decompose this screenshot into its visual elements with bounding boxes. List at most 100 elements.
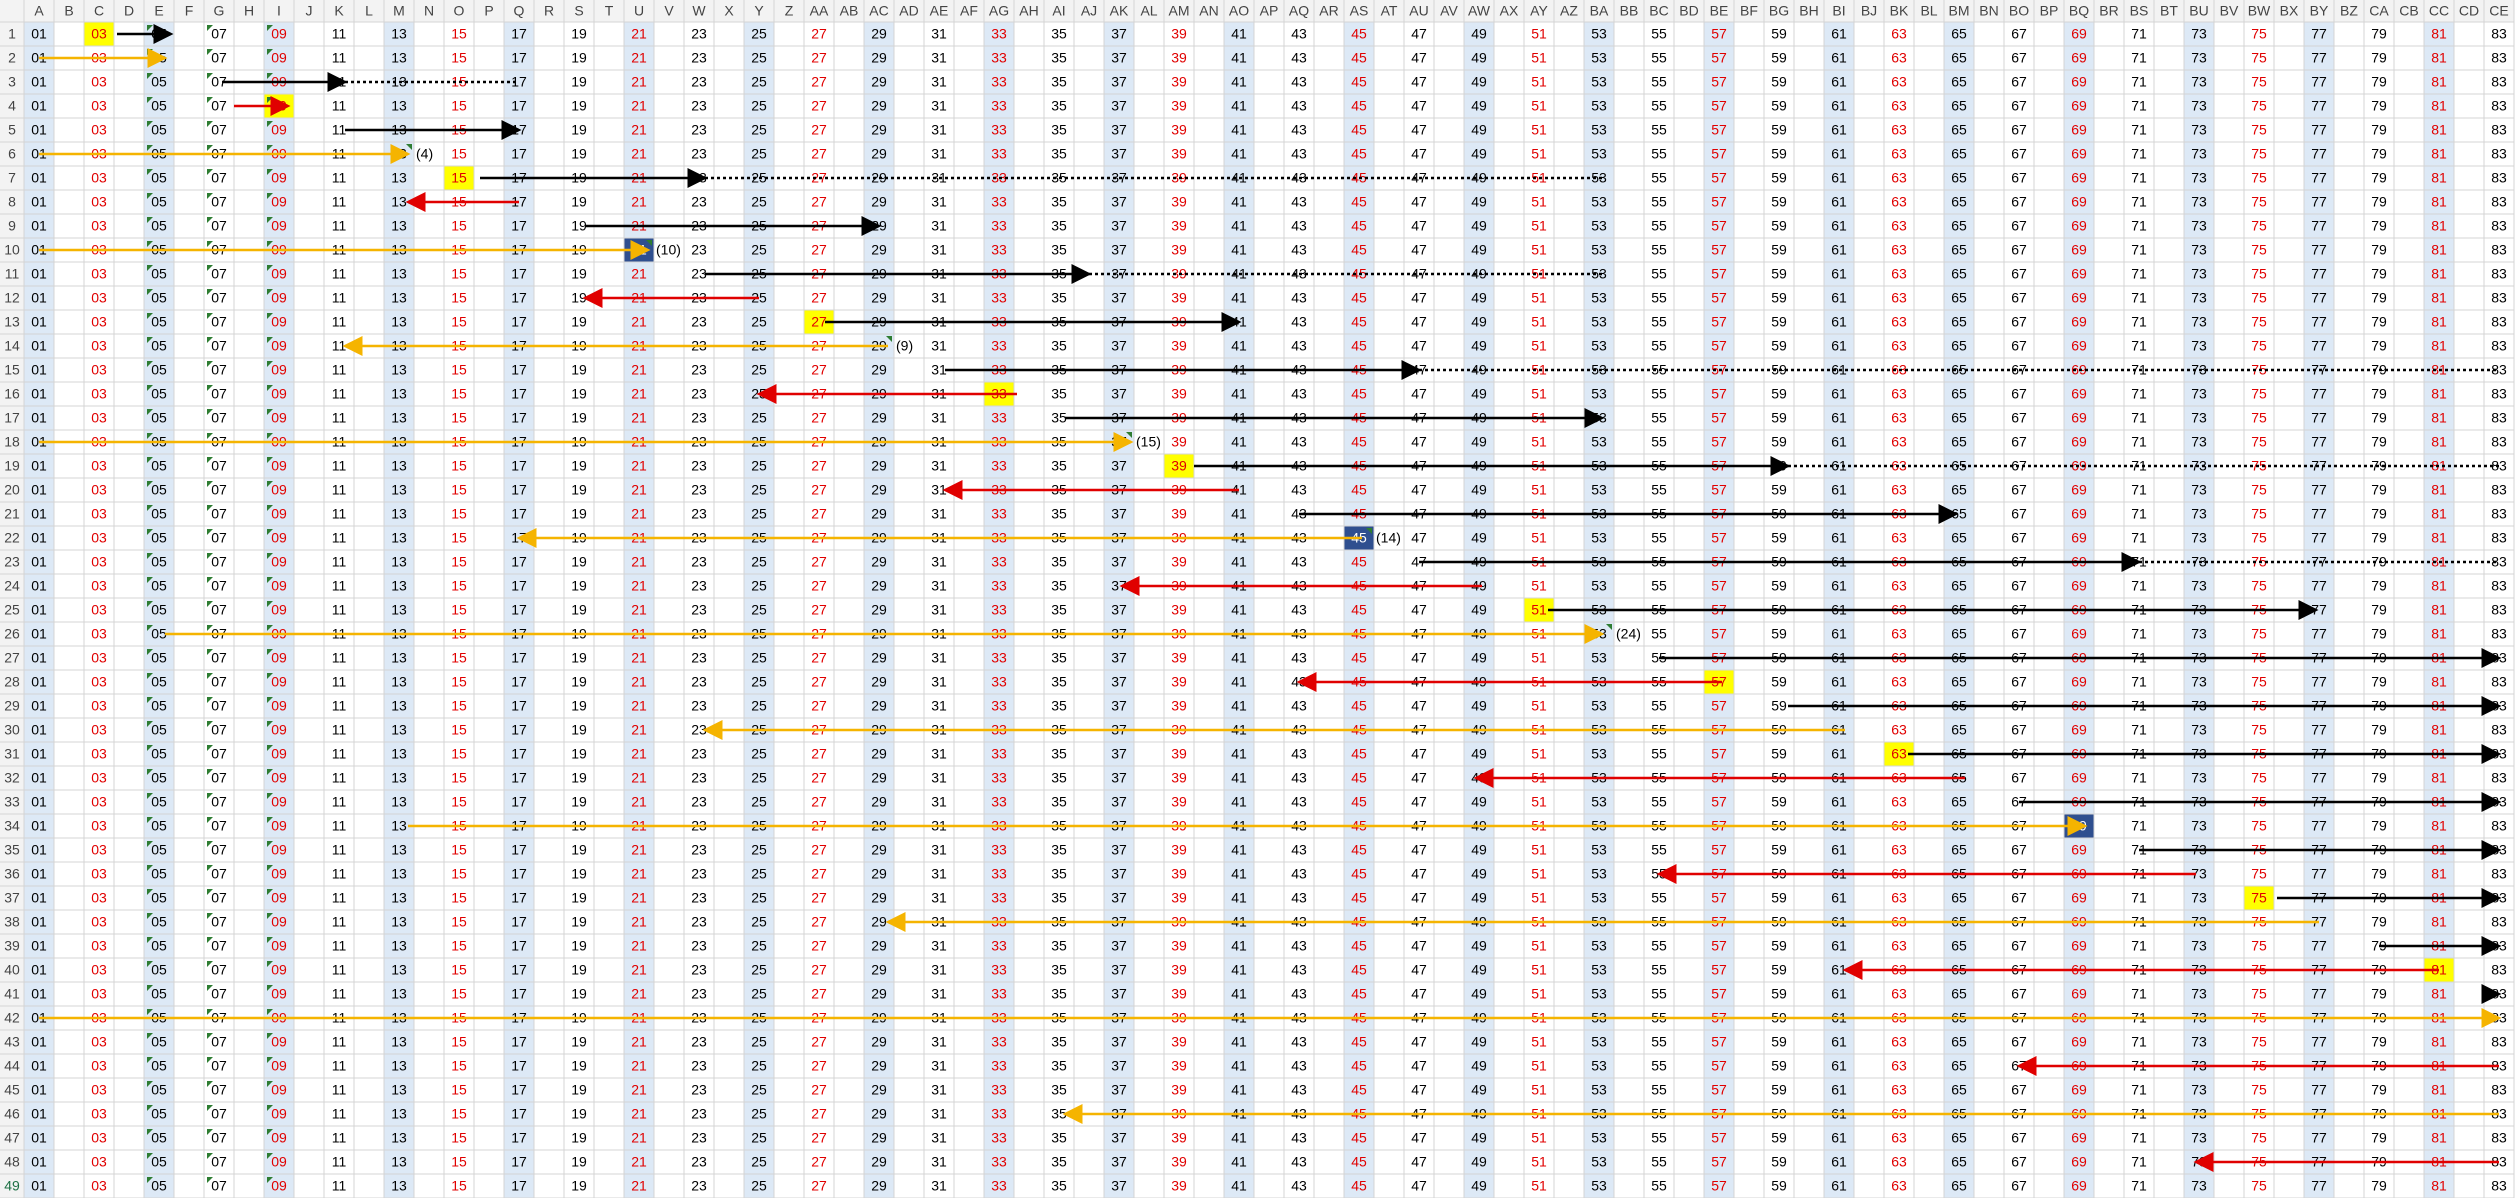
cell-value: 03 xyxy=(91,1178,107,1194)
cell-value: 09 xyxy=(271,410,287,426)
comment-marker xyxy=(207,673,213,679)
cell-value: 81 xyxy=(2431,170,2447,186)
cell-value: 17 xyxy=(511,890,527,906)
cell-value: 63 xyxy=(1891,314,1907,330)
comment-marker xyxy=(207,1105,213,1111)
cell-value: 45 xyxy=(1351,1082,1367,1098)
cell-value: 17 xyxy=(511,698,527,714)
cell-value: 77 xyxy=(2311,266,2327,282)
cell-value: 25 xyxy=(751,746,767,762)
cell-value: 83 xyxy=(2491,458,2507,474)
cell-value: 37 xyxy=(1111,1130,1127,1146)
cell-value: 11 xyxy=(332,410,347,426)
cell-value: 15 xyxy=(451,1154,467,1170)
cell-value: 15 xyxy=(451,938,467,954)
column-header: BP xyxy=(2040,3,2059,19)
cell-value: 39 xyxy=(1171,770,1187,786)
cell-value: 23 xyxy=(691,914,707,930)
comment-marker xyxy=(207,1153,213,1159)
cell-value: 09 xyxy=(271,674,287,690)
cell-value: 03 xyxy=(91,770,107,786)
row-header: 2 xyxy=(8,50,16,66)
cell-value: 75 xyxy=(2251,266,2267,282)
cell-value: 47 xyxy=(1411,314,1427,330)
column-header: BC xyxy=(1649,3,1668,19)
cell-value: 55 xyxy=(1651,242,1667,258)
cell-value: 07 xyxy=(211,722,227,738)
cell-value: 25 xyxy=(751,122,767,138)
cell-value: 33 xyxy=(991,986,1007,1002)
cell-value: 21 xyxy=(631,770,647,786)
cell-value: 59 xyxy=(1771,26,1787,42)
cell-value: 61 xyxy=(1831,962,1847,978)
cell-value: 31 xyxy=(931,1034,947,1050)
cell-value: 69 xyxy=(2071,674,2087,690)
comment-marker xyxy=(267,745,273,751)
cell-value: 81 xyxy=(2431,194,2447,210)
cell-value: 03 xyxy=(91,890,107,906)
cell-value: 65 xyxy=(1951,218,1967,234)
cell-value: 75 xyxy=(2251,218,2267,234)
cell-value: 65 xyxy=(1951,170,1967,186)
cell-value: 57 xyxy=(1711,50,1727,66)
column-header: BM xyxy=(1949,3,1970,19)
cell-value: 21 xyxy=(631,386,647,402)
cell-value: 77 xyxy=(2311,482,2327,498)
cell-value: 67 xyxy=(2011,74,2027,90)
cell-value: 41 xyxy=(1231,74,1247,90)
cell-value: 37 xyxy=(1111,746,1127,762)
cell-value: 83 xyxy=(2491,722,2507,738)
cell-value: 11 xyxy=(332,914,347,930)
cell-value: 45 xyxy=(1351,1154,1367,1170)
cell-value: 77 xyxy=(2311,98,2327,114)
cell-value: 31 xyxy=(931,290,947,306)
cell-value: 13 xyxy=(391,458,407,474)
cell-value: 69 xyxy=(2071,218,2087,234)
cell-note: (15) xyxy=(1136,434,1161,450)
column-header: K xyxy=(334,3,344,19)
cell-note: (4) xyxy=(416,146,433,162)
cell-value: 57 xyxy=(1711,1154,1727,1170)
cell-value: 05 xyxy=(151,938,167,954)
cell-value: 01 xyxy=(31,890,47,906)
cell-value: 19 xyxy=(571,986,587,1002)
cell-value: 47 xyxy=(1411,1082,1427,1098)
cell-value: 69 xyxy=(2071,890,2087,906)
cell-value: 33 xyxy=(991,506,1007,522)
cell-value: 53 xyxy=(1591,98,1607,114)
cell-value: 71 xyxy=(2131,506,2147,522)
comment-marker xyxy=(207,409,213,415)
cell-value: 31 xyxy=(931,1178,947,1194)
comment-marker xyxy=(267,649,273,655)
cell-value: 61 xyxy=(1831,842,1847,858)
cell-value: 15 xyxy=(451,602,467,618)
cell-value: 49 xyxy=(1471,866,1487,882)
cell-value: 47 xyxy=(1411,242,1427,258)
cell-value: 73 xyxy=(2191,386,2207,402)
cell-value: 03 xyxy=(91,74,107,90)
cell-value: 33 xyxy=(991,50,1007,66)
cell-value: 57 xyxy=(1711,482,1727,498)
cell-value: 17 xyxy=(511,1106,527,1122)
cell-value: 21 xyxy=(631,914,647,930)
cell-value: 47 xyxy=(1411,26,1427,42)
cell-value: 09 xyxy=(271,770,287,786)
cell-value: 19 xyxy=(571,194,587,210)
cell-value: 15 xyxy=(451,794,467,810)
cell-value: 83 xyxy=(2491,194,2507,210)
cell-value: 51 xyxy=(1531,1154,1547,1170)
cell-value: 33 xyxy=(991,746,1007,762)
cell-value: 59 xyxy=(1771,410,1787,426)
comment-marker xyxy=(147,649,153,655)
cell-value: 27 xyxy=(811,122,827,138)
column-header: AX xyxy=(1500,3,1519,19)
cell-value: 41 xyxy=(1231,434,1247,450)
cell-value: 67 xyxy=(2011,458,2027,474)
cell-value: 81 xyxy=(2431,290,2447,306)
cell-value: 01 xyxy=(31,194,47,210)
cell-value: 17 xyxy=(511,314,527,330)
cell-value: 43 xyxy=(1291,770,1307,786)
cell-value: 67 xyxy=(2011,434,2027,450)
cell-value: 13 xyxy=(391,314,407,330)
comment-marker xyxy=(267,217,273,223)
